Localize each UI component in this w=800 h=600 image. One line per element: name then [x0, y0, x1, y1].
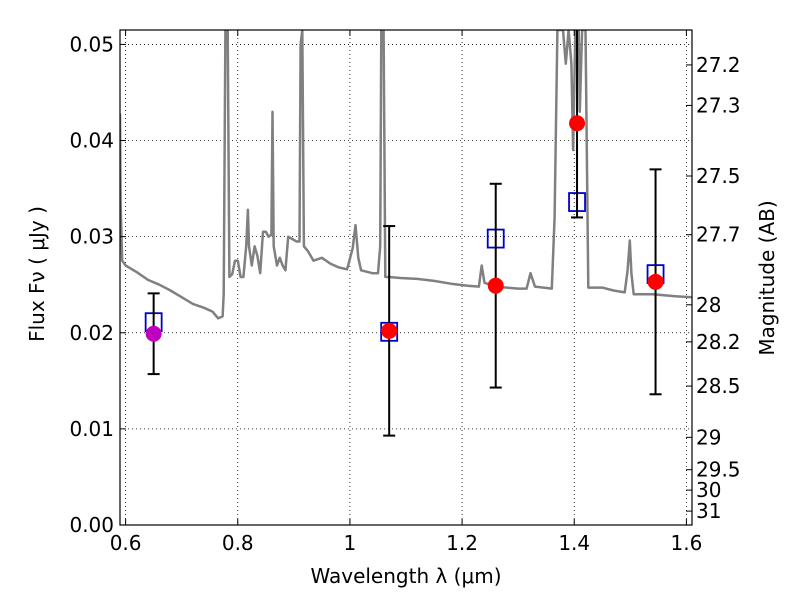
model-spectrum-line — [120, 30, 692, 320]
tick-marks — [120, 30, 692, 526]
data-points-layer — [144, 30, 665, 437]
right-tick-label: 27.3 — [696, 93, 741, 117]
model-spectrum-layer — [120, 30, 692, 320]
grid-lines — [120, 30, 692, 525]
right-tick-label: 28.5 — [696, 374, 741, 398]
y-tick-label: 0.00 — [69, 513, 114, 537]
right-tick-label: 29 — [696, 425, 721, 449]
right-tick-label: 30 — [696, 478, 721, 502]
y-axis-label: Flux Fν ( μJy ) — [25, 206, 49, 342]
right-tick-label: 28.2 — [696, 330, 741, 354]
right-tick-label: 31 — [696, 499, 721, 523]
observed-flux-point — [647, 273, 664, 290]
x-tick-label: 1.2 — [446, 531, 478, 555]
right-tick-label: 27.7 — [696, 223, 741, 247]
x-tick-label: 0.8 — [222, 531, 254, 555]
observed-flux-point — [569, 115, 586, 132]
y-tick-label: 0.03 — [69, 225, 114, 249]
y-tick-label: 0.02 — [69, 321, 114, 345]
x-tick-label: 0.6 — [110, 531, 142, 555]
x-tick-label: 1 — [344, 531, 357, 555]
observed-flux-point — [145, 325, 162, 342]
right-tick-label: 29.5 — [696, 458, 741, 482]
right-tick-label: 27.5 — [696, 164, 741, 188]
right-tick-label: 28 — [696, 293, 721, 317]
tick-labels: 0.6 0.8 1 1.2 1.4 1.6 0.00 0.01 0.02 0.03 0.04 0.05… — [69, 32, 740, 555]
y-tick-label: 0.04 — [69, 129, 114, 153]
x-tick-label: 1.6 — [670, 531, 702, 555]
y-tick-label: 0.01 — [69, 417, 114, 441]
x-axis-label: Wavelength λ (μm) — [310, 564, 501, 588]
right-axis-label: Magnitude (AB) — [755, 200, 779, 355]
x-tick-label: 1.4 — [558, 531, 590, 555]
plot-frame — [119, 29, 693, 526]
observed-flux-point — [381, 322, 398, 339]
right-tick-label: 27.2 — [696, 53, 741, 77]
observed-flux-point — [487, 277, 504, 294]
y-tick-label: 0.05 — [69, 32, 114, 56]
